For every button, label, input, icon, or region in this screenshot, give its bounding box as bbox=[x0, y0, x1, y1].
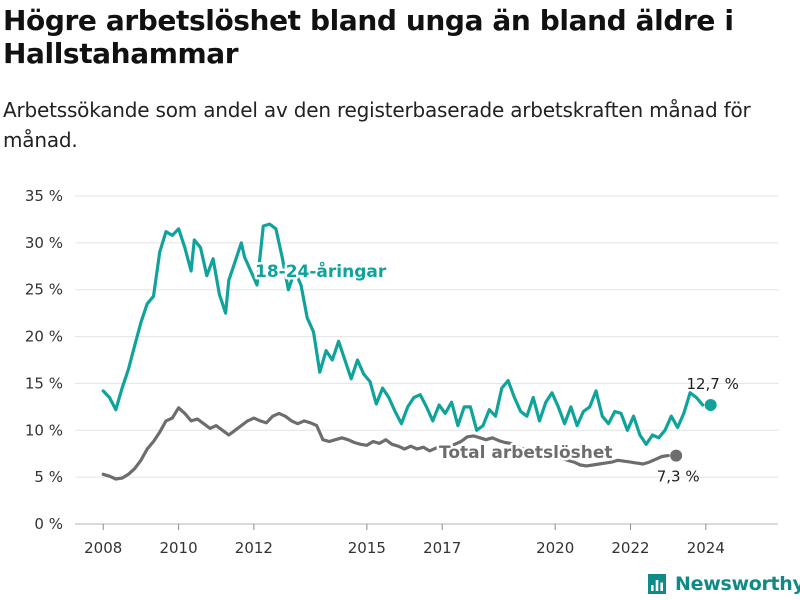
newsworthy-logo: Newsworthy bbox=[646, 570, 800, 598]
x-axis-ticks: 2008 2010 2012 2015 2017 2020 2022 2024 bbox=[84, 524, 725, 557]
series-label-unga: 18-24-åringar bbox=[255, 260, 387, 282]
series-line-total bbox=[101, 406, 670, 481]
grid-lines bbox=[75, 195, 778, 525]
y-tick-label: 35 % bbox=[25, 187, 63, 205]
x-tick-label: 2015 bbox=[348, 539, 386, 557]
end-point-total bbox=[670, 449, 683, 462]
y-tick-label: 0 % bbox=[34, 515, 63, 533]
x-tick-label: 2024 bbox=[687, 539, 725, 557]
newsworthy-logo-icon bbox=[648, 574, 666, 594]
chart-title: Högre arbetslöshet bland unga än bland ä… bbox=[3, 4, 734, 70]
end-label-unga: 12,7 % bbox=[686, 375, 738, 393]
y-tick-label: 20 % bbox=[25, 328, 63, 346]
y-tick-label: 25 % bbox=[25, 281, 63, 299]
y-tick-label: 15 % bbox=[25, 374, 63, 392]
x-tick-label: 2020 bbox=[536, 539, 574, 557]
series-labels: 12,7 % 7,3 % 18-24-åringar Total arbetslösh… bbox=[253, 258, 739, 486]
series-line-unga bbox=[101, 222, 705, 446]
y-axis-ticks: 0 % 5 % 10 % 15 % 20 % 25 % 30 % 35 % bbox=[25, 187, 63, 533]
series-lines bbox=[101, 222, 705, 481]
end-point-unga bbox=[704, 398, 717, 411]
x-tick-label: 2022 bbox=[611, 539, 649, 557]
y-tick-label: 10 % bbox=[25, 421, 63, 439]
x-tick-label: 2017 bbox=[423, 539, 461, 557]
y-tick-label: 30 % bbox=[25, 234, 63, 252]
newsworthy-logo-text: Newsworthy bbox=[675, 573, 800, 595]
chart-subtitle: Arbetssökande som andel av den registerb… bbox=[3, 98, 751, 152]
x-tick-label: 2008 bbox=[84, 539, 122, 557]
y-tick-label: 5 % bbox=[34, 468, 63, 486]
series-label-total: Total arbetslöshet bbox=[439, 443, 613, 463]
x-tick-label: 2012 bbox=[235, 539, 273, 557]
end-label-total: 7,3 % bbox=[657, 468, 700, 486]
x-tick-label: 2010 bbox=[159, 539, 197, 557]
